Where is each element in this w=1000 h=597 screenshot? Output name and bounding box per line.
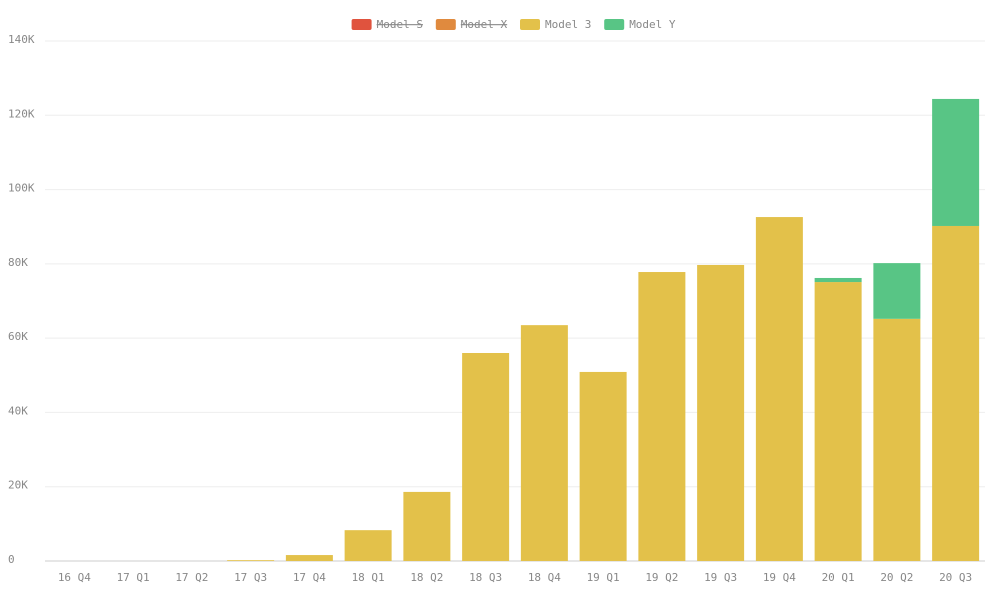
bar [403, 491, 451, 561]
bar [755, 217, 803, 562]
bar [697, 264, 745, 561]
legend-label[interactable]: Model S [377, 18, 423, 31]
bar [932, 225, 980, 561]
x-tick-label: 19 Q1 [587, 571, 620, 584]
x-tick-label: 18 Q1 [352, 571, 385, 584]
legend-swatch[interactable] [435, 19, 456, 30]
bar [520, 325, 568, 561]
bar [873, 263, 921, 319]
x-tick-label: 18 Q3 [469, 571, 502, 584]
x-tick-label: 20 Q2 [880, 571, 913, 584]
bar [344, 530, 392, 561]
bar [579, 371, 627, 561]
x-tick-label: 19 Q3 [704, 571, 737, 584]
legend-label[interactable]: Model 3 [545, 18, 591, 31]
x-tick-label: 18 Q2 [410, 571, 443, 584]
bar [227, 560, 275, 561]
bar [873, 318, 921, 561]
x-tick-label: 18 Q4 [528, 571, 561, 584]
x-tick-label: 19 Q2 [645, 571, 678, 584]
y-tick-label: 60K [8, 330, 28, 343]
bar [462, 353, 510, 561]
bar [814, 282, 862, 561]
y-tick-label: 20K [8, 479, 28, 492]
bar [932, 98, 980, 226]
legend-swatch[interactable] [351, 19, 372, 30]
y-tick-label: 100K [8, 182, 35, 195]
legend-swatch[interactable] [520, 19, 540, 30]
x-tick-label: 20 Q1 [822, 571, 855, 584]
x-tick-label: 17 Q1 [117, 571, 150, 584]
x-tick-label: 16 Q4 [58, 571, 91, 584]
y-tick-label: 80K [8, 256, 28, 269]
legend-swatch[interactable] [604, 19, 625, 30]
legend-label[interactable]: Model Y [629, 18, 676, 31]
x-tick-label: 20 Q3 [939, 571, 972, 584]
x-tick-label: 17 Q3 [234, 571, 267, 584]
y-tick-label: 140K [8, 33, 35, 46]
bar [814, 277, 862, 283]
x-tick-label: 17 Q2 [175, 571, 208, 584]
x-tick-label: 19 Q4 [763, 571, 796, 584]
legend-label[interactable]: Model X [461, 18, 508, 31]
bar [638, 272, 686, 561]
y-tick-label: 120K [8, 107, 35, 120]
y-tick-label: 40K [8, 404, 28, 417]
x-tick-label: 17 Q4 [293, 571, 326, 584]
bar [285, 555, 333, 561]
y-tick-label: 0 [8, 553, 15, 566]
